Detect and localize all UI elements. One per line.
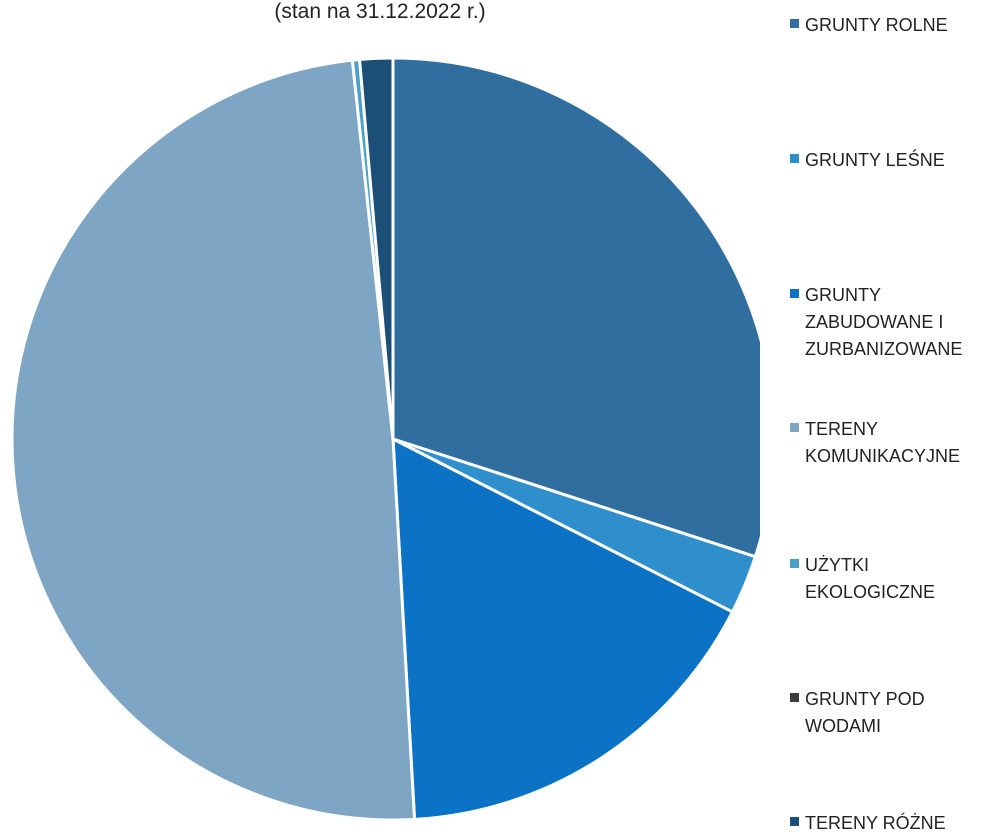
pie-slice (391, 436, 735, 821)
legend-item: GRUNTY ROLNE (790, 12, 988, 39)
legend-swatch (790, 154, 799, 163)
pie-chart (10, 56, 760, 822)
pie-slice (357, 56, 395, 440)
legend-item: TERENY RÓŻNE (790, 810, 988, 837)
legend-item: GRUNTY POD WODAMI (790, 686, 988, 740)
legend-label: TERENY KOMUNIKACYJNE (805, 419, 961, 466)
legend-label: GRUNTY LEŚNE (805, 150, 945, 170)
legend-label: GRUNTY ROLNE (805, 15, 948, 35)
legend-label: UŻYTKI EKOLOGICZNE (805, 555, 936, 602)
legend-swatch (790, 559, 799, 568)
legend-swatch (790, 423, 799, 432)
legend-item: UŻYTKI EKOLOGICZNE (790, 552, 988, 606)
legend-label: GRUNTY ZABUDOWANE I ZURBANIZOWANE (805, 285, 963, 359)
pie-slice (391, 56, 760, 559)
chart-title: (stan na 31.12.2022 r.) (274, 0, 486, 23)
legend-label: GRUNTY POD WODAMI (805, 689, 925, 736)
legend-swatch (790, 289, 799, 298)
legend-item: GRUNTY ZABUDOWANE I ZURBANIZOWANE (790, 282, 988, 363)
legend-swatch (790, 19, 799, 28)
pie-slice (10, 58, 417, 822)
legend-item: GRUNTY LEŚNE (790, 147, 988, 174)
legend-swatch (790, 693, 799, 702)
legend-label: TERENY RÓŻNE (805, 813, 946, 833)
legend-item: TERENY KOMUNIKACYJNE (790, 416, 988, 470)
legend-swatch (790, 817, 799, 826)
